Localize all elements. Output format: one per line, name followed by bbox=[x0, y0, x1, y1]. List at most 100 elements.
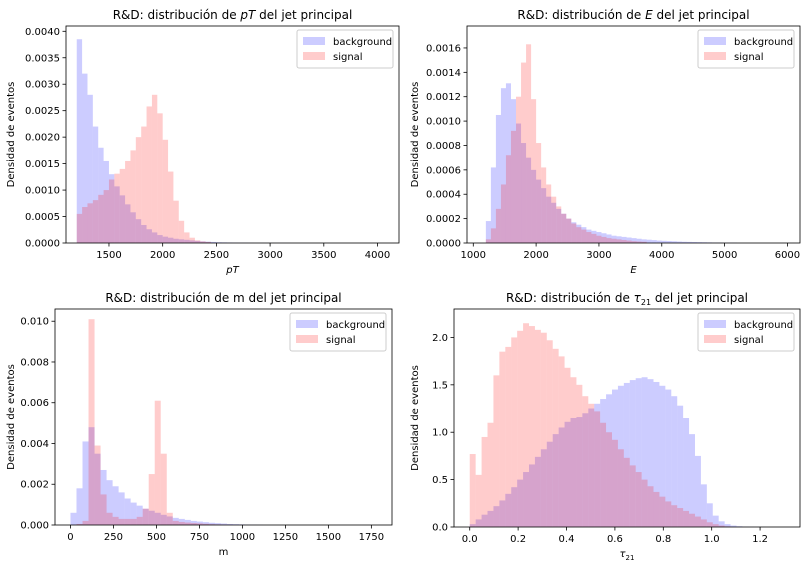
bar-background-19 bbox=[178, 239, 185, 243]
x-tick-label: 5000 bbox=[712, 250, 737, 261]
bar-signal-4 bbox=[94, 445, 101, 525]
bar-background-21 bbox=[594, 403, 601, 527]
bar-signal-5 bbox=[100, 494, 107, 525]
bar-signal-40 bbox=[706, 522, 713, 527]
bar-background-32 bbox=[646, 239, 652, 243]
bar-background-1 bbox=[490, 167, 496, 243]
bar-background-12 bbox=[142, 508, 149, 525]
bar-background-41 bbox=[691, 242, 697, 243]
bar-signal-16 bbox=[166, 512, 173, 525]
bar-signal-25 bbox=[617, 449, 624, 527]
y-tick-label: 0.0006 bbox=[426, 165, 461, 176]
bar-background-23 bbox=[601, 233, 607, 243]
bar-background-37 bbox=[689, 434, 695, 527]
x-tick-label: 2500 bbox=[204, 250, 229, 261]
bar-background-17 bbox=[571, 222, 577, 243]
bar-background-13 bbox=[551, 202, 557, 243]
bar-signal-18 bbox=[178, 521, 185, 525]
bar-background-42 bbox=[718, 521, 725, 527]
bar-background-3 bbox=[92, 126, 99, 243]
bar-background-24 bbox=[612, 389, 618, 527]
x-tick-label: 0.2 bbox=[510, 534, 526, 545]
bar-background-26 bbox=[623, 382, 630, 527]
legend-box bbox=[697, 312, 795, 352]
y-tick-label: 2.0 bbox=[432, 333, 448, 344]
bar-signal-19 bbox=[582, 396, 589, 527]
y-tick-label: 0.0035 bbox=[25, 53, 60, 64]
bar-signal-31 bbox=[641, 241, 647, 243]
bar-signal-19 bbox=[184, 522, 191, 525]
legend-swatch-signal bbox=[303, 52, 325, 60]
bar-signal-9 bbox=[124, 518, 131, 525]
bar-signal-9 bbox=[523, 323, 530, 527]
bar-signal-31 bbox=[653, 491, 660, 527]
bar-background-25 bbox=[211, 241, 217, 243]
bar-signal-34 bbox=[671, 505, 678, 527]
bar-signal-16 bbox=[564, 367, 571, 527]
y-tick-label: 0.002 bbox=[20, 480, 49, 491]
x-tick-label: 1000 bbox=[461, 250, 486, 261]
bar-background-7 bbox=[521, 143, 527, 243]
bar-background-18 bbox=[178, 518, 185, 525]
bar-background-28 bbox=[635, 378, 642, 527]
bar-background-20 bbox=[588, 408, 595, 527]
bar-signal-12 bbox=[540, 332, 547, 527]
bar-signal-6 bbox=[505, 346, 512, 527]
bar-background-29 bbox=[641, 377, 648, 527]
bar-signal-22 bbox=[600, 422, 607, 527]
x-tick-label: 1500 bbox=[96, 250, 121, 261]
bar-background-33 bbox=[665, 389, 672, 527]
bar-signal-16 bbox=[162, 139, 169, 243]
bar-signal-29 bbox=[631, 241, 637, 243]
legend-swatch-background bbox=[303, 37, 325, 45]
legend-box bbox=[289, 312, 387, 352]
y-tick-label: 0.0000 bbox=[25, 239, 60, 250]
bar-background-34 bbox=[671, 396, 678, 527]
bar-background-24 bbox=[205, 241, 212, 243]
legend: background signal bbox=[697, 29, 795, 69]
y-tick-label: 0.0008 bbox=[426, 141, 461, 152]
y-tick-label: 0.0005 bbox=[25, 212, 60, 223]
legend: background signal bbox=[697, 312, 795, 352]
bar-background-36 bbox=[666, 241, 672, 243]
y-tick-label: 0.0012 bbox=[426, 92, 461, 103]
bar-signal-5 bbox=[103, 190, 109, 243]
x-tick-label: 1250 bbox=[273, 532, 298, 543]
bar-background-2 bbox=[481, 514, 488, 527]
bar-background-39 bbox=[681, 241, 687, 243]
bar-background-28 bbox=[626, 237, 632, 243]
bar-signal-1 bbox=[82, 207, 88, 243]
bar-background-12 bbox=[141, 225, 147, 243]
y-axis-label: Densidad de eventos bbox=[410, 82, 421, 188]
bar-signal-10 bbox=[536, 143, 542, 243]
bar-signal-24 bbox=[205, 241, 212, 243]
bar-signal-15 bbox=[160, 453, 167, 525]
legend-swatch-signal bbox=[704, 52, 726, 60]
bar-signal-20 bbox=[586, 232, 592, 243]
bar-background-5 bbox=[103, 160, 109, 243]
bar-background-7 bbox=[114, 186, 120, 243]
y-tick-label: 1.5 bbox=[432, 380, 448, 391]
bar-signal-20 bbox=[190, 522, 197, 525]
bar-background-16 bbox=[162, 236, 169, 243]
y-tick-label: 1.0 bbox=[432, 428, 448, 439]
bar-background-42 bbox=[696, 242, 702, 243]
bar-background-35 bbox=[661, 240, 667, 243]
bar-background-0 bbox=[469, 524, 476, 527]
y-tick-label: 0.000 bbox=[20, 521, 49, 532]
bar-background-15 bbox=[558, 427, 565, 527]
bar-signal-26 bbox=[623, 457, 630, 527]
bar-background-3 bbox=[500, 88, 506, 243]
bar-background-6 bbox=[516, 123, 522, 243]
bar-signal-22 bbox=[202, 523, 209, 525]
legend-label-signal: signal bbox=[333, 52, 363, 63]
axes-frame bbox=[453, 308, 801, 528]
x-tick-label: 250 bbox=[104, 532, 123, 543]
bar-background-12 bbox=[540, 449, 547, 527]
bar-background-24 bbox=[214, 523, 221, 525]
bar-signal-8 bbox=[526, 44, 532, 243]
bar-background-0 bbox=[70, 512, 77, 525]
bar-background-19 bbox=[581, 227, 587, 243]
bar-signal-1 bbox=[490, 228, 496, 243]
bar-background-20 bbox=[184, 239, 190, 243]
